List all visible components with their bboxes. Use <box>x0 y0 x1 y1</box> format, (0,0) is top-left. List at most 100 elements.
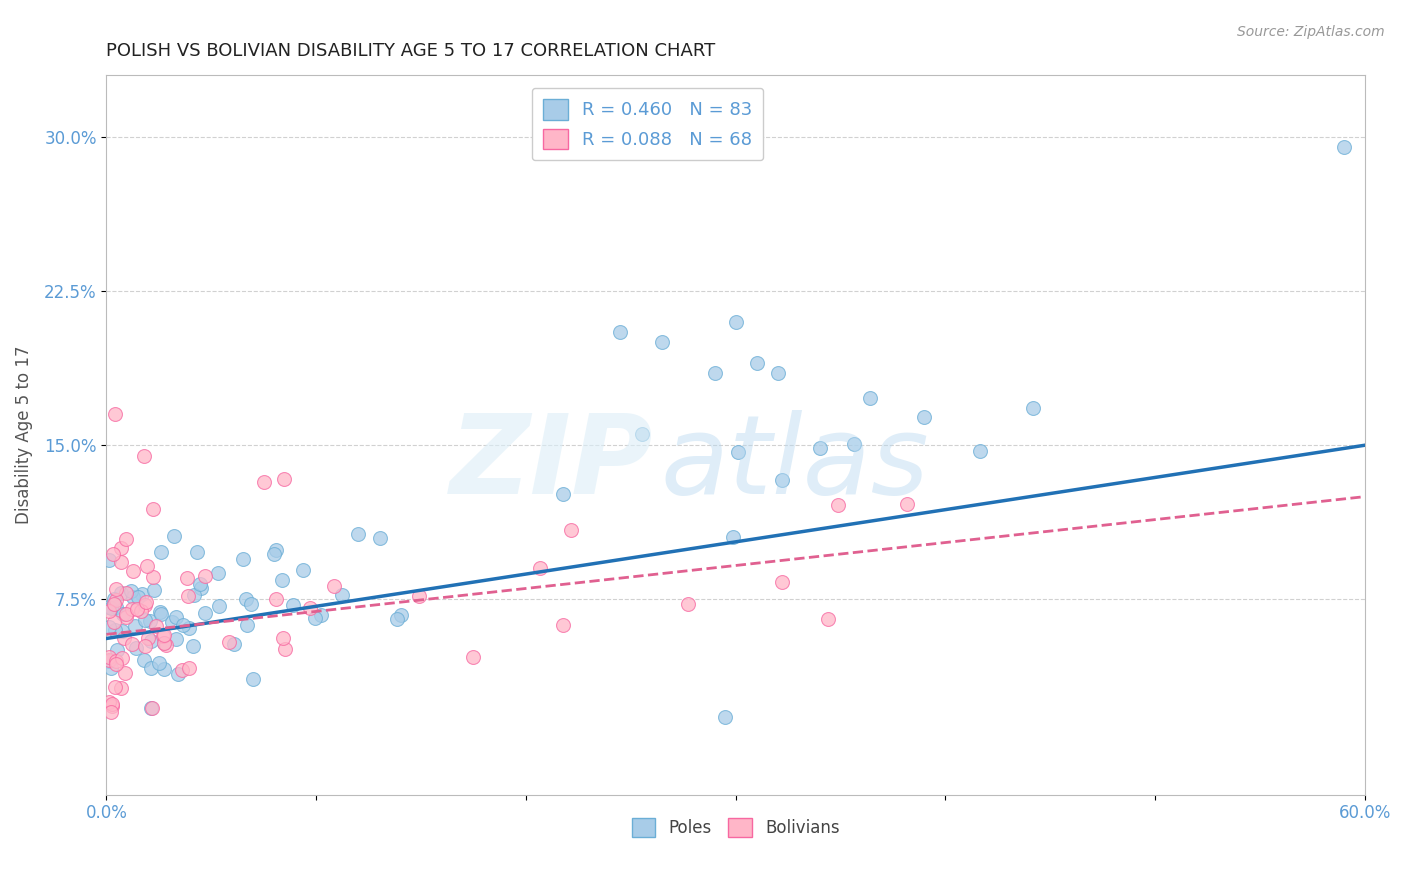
Point <box>155 639 177 653</box>
Point <box>124 619 146 633</box>
Point <box>323 579 346 593</box>
Point <box>114 665 136 680</box>
Point <box>100 697 122 711</box>
Point <box>115 607 138 621</box>
Point <box>609 325 631 339</box>
Point <box>827 498 849 512</box>
Point <box>134 639 156 653</box>
Point <box>153 628 176 642</box>
Point <box>264 542 287 557</box>
Point <box>408 590 430 604</box>
Legend: Poles, Bolivians: Poles, Bolivians <box>626 812 846 844</box>
Point <box>100 698 122 713</box>
Point <box>152 629 174 643</box>
Y-axis label: Disability Age 5 to 17: Disability Age 5 to 17 <box>15 346 32 524</box>
Point <box>651 335 673 350</box>
Point <box>103 615 125 629</box>
Point <box>105 654 128 668</box>
Point <box>167 666 190 681</box>
Text: ZIP: ZIP <box>450 410 654 517</box>
Point <box>385 612 408 626</box>
Point <box>134 449 156 463</box>
Point <box>253 475 276 490</box>
Point <box>770 473 793 487</box>
Point <box>142 570 165 584</box>
Point <box>298 601 321 615</box>
Point <box>134 613 156 627</box>
Point <box>97 620 120 634</box>
Point <box>368 531 391 545</box>
Point <box>896 496 918 510</box>
Point <box>745 356 768 370</box>
Point <box>176 571 198 585</box>
Point <box>240 597 263 611</box>
Point <box>104 680 127 694</box>
Point <box>110 556 132 570</box>
Point <box>172 663 194 677</box>
Point <box>271 631 294 645</box>
Point <box>194 606 217 620</box>
Point <box>463 649 485 664</box>
Point <box>183 588 205 602</box>
Point <box>1022 401 1045 415</box>
Point <box>150 607 173 622</box>
Point <box>110 586 132 600</box>
Point <box>160 615 183 629</box>
Point <box>309 608 332 623</box>
Point <box>179 621 201 635</box>
Point <box>145 618 167 632</box>
Point <box>529 561 551 575</box>
Point <box>153 636 176 650</box>
Point <box>292 563 315 577</box>
Text: atlas: atlas <box>661 410 929 517</box>
Point <box>142 502 165 516</box>
Point <box>273 472 295 486</box>
Point <box>105 642 128 657</box>
Point <box>153 662 176 676</box>
Point <box>97 695 120 709</box>
Point <box>235 617 257 632</box>
Point <box>859 391 882 405</box>
Point <box>186 545 208 559</box>
Point <box>391 608 413 623</box>
Point <box>115 532 138 546</box>
Point <box>165 610 187 624</box>
Point <box>703 366 725 380</box>
Point <box>560 524 582 538</box>
Point <box>122 591 145 605</box>
Point <box>97 600 120 615</box>
Point <box>270 574 292 588</box>
Point <box>103 548 125 562</box>
Point <box>153 636 176 650</box>
Point <box>724 315 747 329</box>
Point <box>172 617 194 632</box>
Point <box>148 657 170 671</box>
Point <box>207 566 229 581</box>
Point <box>181 639 204 653</box>
Point <box>283 598 305 612</box>
Point <box>263 547 285 561</box>
Point <box>194 569 217 583</box>
Point <box>139 661 162 675</box>
Point <box>551 618 574 632</box>
Point <box>224 637 246 651</box>
Point <box>97 652 120 666</box>
Point <box>141 700 163 714</box>
Point <box>274 642 297 657</box>
Point <box>104 408 127 422</box>
Point <box>138 614 160 628</box>
Point <box>1333 140 1355 154</box>
Point <box>120 583 142 598</box>
Point <box>115 610 138 624</box>
Point <box>912 409 935 424</box>
Point <box>177 589 200 603</box>
Point <box>770 575 793 590</box>
Point <box>842 437 865 451</box>
Point <box>676 597 699 611</box>
Point <box>969 444 991 458</box>
Point <box>104 657 127 672</box>
Point <box>817 612 839 626</box>
Point <box>97 655 120 669</box>
Point <box>114 585 136 599</box>
Point <box>112 632 135 646</box>
